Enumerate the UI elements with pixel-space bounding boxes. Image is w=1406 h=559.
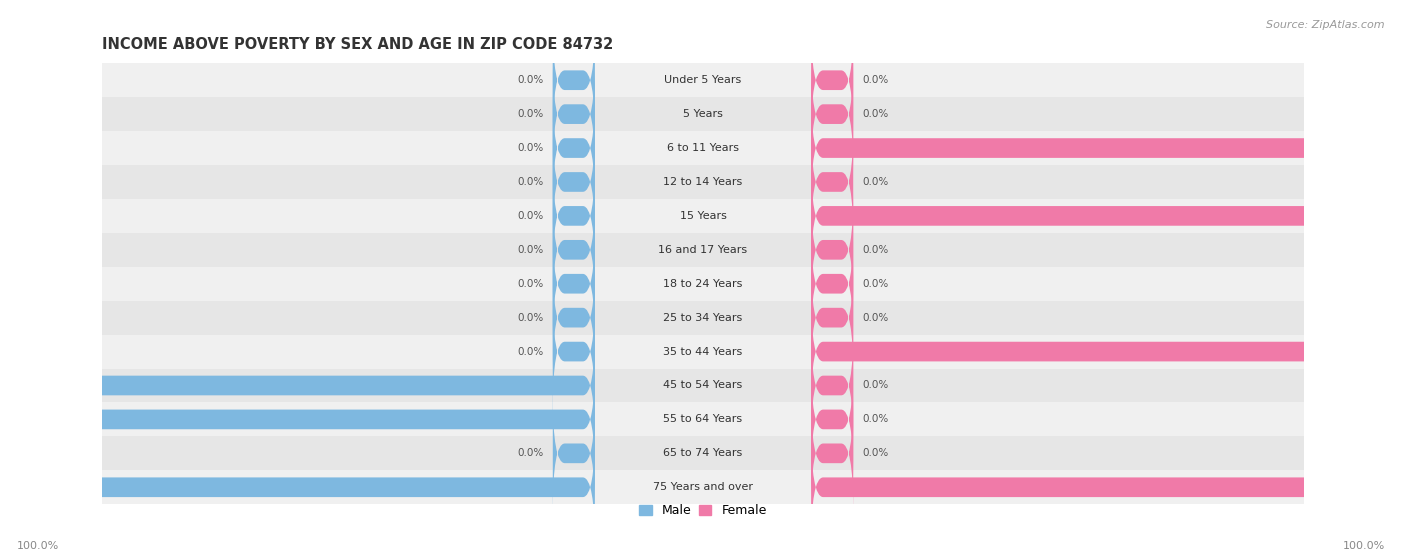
Text: 100.0%: 100.0% [1357, 347, 1400, 357]
Text: 0.0%: 0.0% [517, 109, 544, 119]
Text: 12 to 14 Years: 12 to 14 Years [664, 177, 742, 187]
FancyBboxPatch shape [553, 293, 595, 410]
Text: 25 to 34 Years: 25 to 34 Years [664, 312, 742, 323]
FancyBboxPatch shape [0, 429, 595, 545]
Text: Under 5 Years: Under 5 Years [665, 75, 741, 85]
FancyBboxPatch shape [553, 56, 595, 172]
Text: 0.0%: 0.0% [517, 245, 544, 255]
FancyBboxPatch shape [0, 328, 595, 443]
FancyBboxPatch shape [811, 192, 853, 308]
Text: INCOME ABOVE POVERTY BY SEX AND AGE IN ZIP CODE 84732: INCOME ABOVE POVERTY BY SEX AND AGE IN Z… [103, 37, 613, 53]
FancyBboxPatch shape [811, 90, 1406, 206]
Bar [103, 402, 1303, 437]
Text: 100.0%: 100.0% [17, 541, 59, 551]
Text: 0.0%: 0.0% [517, 177, 544, 187]
Text: 6 to 11 Years: 6 to 11 Years [666, 143, 740, 153]
Bar [103, 335, 1303, 368]
Text: 100.0%: 100.0% [1357, 482, 1400, 492]
FancyBboxPatch shape [553, 395, 595, 511]
FancyBboxPatch shape [811, 362, 853, 477]
Text: 100.0%: 100.0% [6, 381, 49, 391]
Text: 0.0%: 0.0% [517, 312, 544, 323]
FancyBboxPatch shape [811, 293, 1406, 410]
FancyBboxPatch shape [811, 328, 853, 443]
Text: 16 and 17 Years: 16 and 17 Years [658, 245, 748, 255]
Text: 0.0%: 0.0% [517, 143, 544, 153]
Text: 0.0%: 0.0% [517, 347, 544, 357]
Text: 0.0%: 0.0% [862, 312, 889, 323]
FancyBboxPatch shape [553, 192, 595, 308]
Bar [103, 165, 1303, 199]
Legend: Male, Female: Male, Female [634, 499, 772, 522]
FancyBboxPatch shape [553, 226, 595, 342]
Text: 100.0%: 100.0% [6, 414, 49, 424]
Text: 0.0%: 0.0% [517, 211, 544, 221]
FancyBboxPatch shape [553, 22, 595, 138]
Text: 15 Years: 15 Years [679, 211, 727, 221]
FancyBboxPatch shape [811, 22, 853, 138]
FancyBboxPatch shape [553, 124, 595, 240]
Text: 0.0%: 0.0% [517, 448, 544, 458]
Text: 0.0%: 0.0% [862, 279, 889, 289]
Text: 18 to 24 Years: 18 to 24 Years [664, 279, 742, 289]
FancyBboxPatch shape [811, 124, 853, 240]
FancyBboxPatch shape [811, 259, 853, 376]
Text: 100.0%: 100.0% [1357, 211, 1400, 221]
FancyBboxPatch shape [811, 226, 853, 342]
Bar [103, 233, 1303, 267]
FancyBboxPatch shape [553, 90, 595, 206]
Text: 45 to 54 Years: 45 to 54 Years [664, 381, 742, 391]
Bar [103, 63, 1303, 97]
Text: 0.0%: 0.0% [862, 381, 889, 391]
Bar [103, 199, 1303, 233]
FancyBboxPatch shape [553, 158, 595, 274]
Bar [103, 301, 1303, 335]
Text: 100.0%: 100.0% [6, 482, 49, 492]
Text: 0.0%: 0.0% [862, 448, 889, 458]
Text: 5 Years: 5 Years [683, 109, 723, 119]
Text: 0.0%: 0.0% [517, 279, 544, 289]
FancyBboxPatch shape [811, 429, 1406, 545]
Text: 75 Years and over: 75 Years and over [652, 482, 754, 492]
Text: 100.0%: 100.0% [1357, 143, 1400, 153]
Bar [103, 470, 1303, 504]
FancyBboxPatch shape [553, 259, 595, 376]
Bar [103, 131, 1303, 165]
Text: 35 to 44 Years: 35 to 44 Years [664, 347, 742, 357]
Text: 0.0%: 0.0% [862, 245, 889, 255]
Text: 0.0%: 0.0% [862, 109, 889, 119]
Text: 100.0%: 100.0% [1343, 541, 1385, 551]
FancyBboxPatch shape [811, 158, 1406, 274]
Text: 65 to 74 Years: 65 to 74 Years [664, 448, 742, 458]
Text: 0.0%: 0.0% [517, 75, 544, 85]
FancyBboxPatch shape [0, 362, 595, 477]
Bar [103, 97, 1303, 131]
FancyBboxPatch shape [811, 56, 853, 172]
Bar [103, 368, 1303, 402]
Bar [103, 267, 1303, 301]
Text: 0.0%: 0.0% [862, 414, 889, 424]
FancyBboxPatch shape [811, 395, 853, 511]
Text: 55 to 64 Years: 55 to 64 Years [664, 414, 742, 424]
Bar [103, 437, 1303, 470]
Text: 0.0%: 0.0% [862, 177, 889, 187]
Text: 0.0%: 0.0% [862, 75, 889, 85]
Text: Source: ZipAtlas.com: Source: ZipAtlas.com [1267, 20, 1385, 30]
